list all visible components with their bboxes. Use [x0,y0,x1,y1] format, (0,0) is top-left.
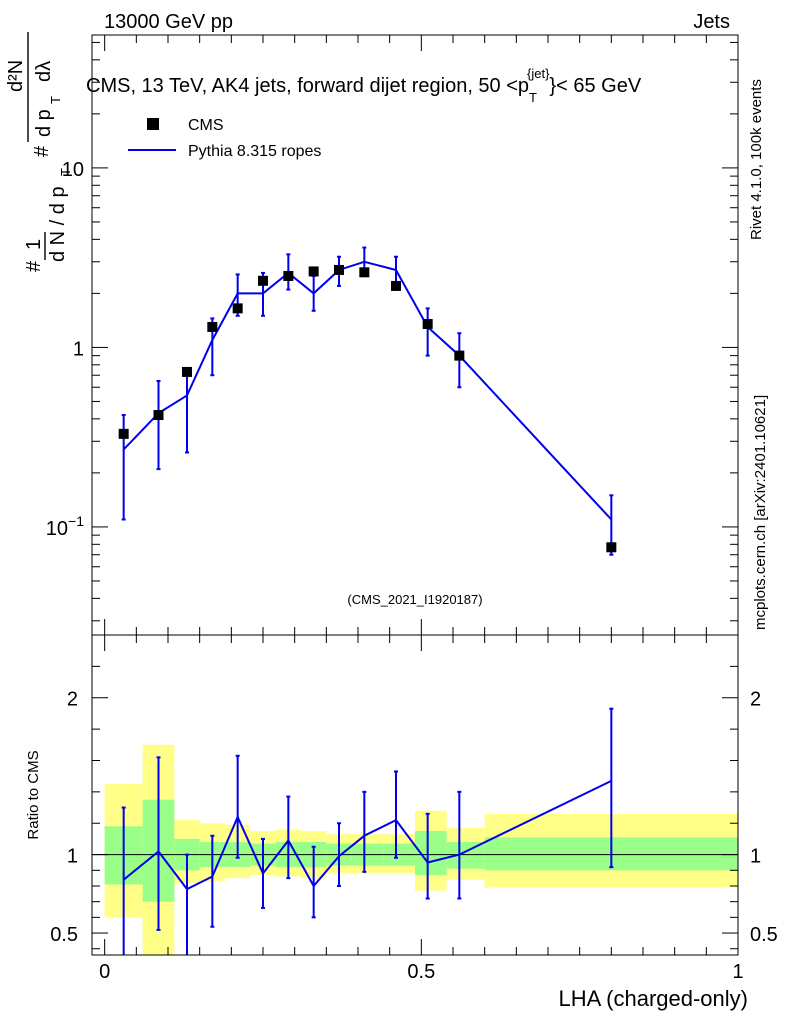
cms-data-point [118,428,129,439]
mc-series-line [122,260,613,521]
legend-cms-label: CMS [188,117,224,134]
svg-text:d²N: d²N [5,60,27,92]
cms-data-point [232,303,243,314]
cms-data-point [359,267,370,278]
svg-text:#: # [23,260,45,272]
svg-text:#: # [31,145,53,157]
svg-text:T: T [58,168,73,176]
cms-data-point [153,410,164,421]
svg-text:d p: d p [33,109,55,137]
cms-data-point [391,280,401,291]
cms-data-point [308,266,319,277]
ratio-y-tick-label-right: 2 [750,689,761,711]
ratio-y-axis-label: Ratio to CMS [25,750,42,839]
x-tick-label: 0 [99,961,110,983]
svg-text:dλ: dλ [33,61,55,82]
mcplots-label: mcplots.cern.ch [arXiv:2401.10621] [752,395,769,630]
ratio-y-tick-label-right: 1 [750,846,761,868]
ratio-plot-area [92,635,738,955]
process-label: Jets [693,11,730,33]
ratio-y-tick-label-right: 0.5 [750,924,778,946]
svg-text:d N / d p: d N / d p [47,186,69,262]
main-panel: 10−1 1 10 (CMS_2021_I1920187) CMS, 13 TeV,… [5,32,739,636]
main-y-tick-label: 1 [73,338,84,360]
ratio-data-layer [92,707,738,955]
main-y-tick-label: 10−1 [46,513,84,540]
ratio-axes: 0.5 0.5 1 1 2 2 0 0.5 1 [50,634,778,983]
main-plot-area [92,35,738,635]
ratio-frame-border [91,634,739,956]
cms-data-point [334,264,344,275]
main-y-axis-label: # 1 d N / d p T # d²N d p T dλ [5,32,73,272]
analysis-watermark: (CMS_2021_I1920187) [347,592,482,607]
x-tick-label: 1 [732,961,743,983]
legend-cms-marker [147,118,159,130]
cms-data-point [258,275,268,286]
cms-data-point [422,319,433,330]
cms-data-point [283,270,294,281]
main-y-tick-label: 10 [62,159,84,181]
ratio-y-tick-label-left: 0.5 [50,924,78,946]
main-data-layer [118,246,617,556]
cms-data-point [454,350,465,361]
plot-title: CMS, 13 TeV, AK4 jets, forward dijet reg… [86,66,642,105]
x-axis-label: LHA (charged-only) [558,986,748,1011]
rivet-version-label: Rivet 4.1.0, 100k events [748,79,765,240]
ratio-series-line [123,779,612,891]
main-axes: 10−1 1 10 [46,34,739,636]
cms-data-point [182,366,192,377]
ratio-panel: 0.5 0.5 1 1 2 2 0 0.5 1 Ratio to CMS LHA (charge… [25,634,778,1011]
x-tick-label: 0.5 [407,961,435,983]
legend-mc-label: Pythia 8.315 ropes [188,143,321,160]
ratio-y-tick-label-left: 2 [67,689,78,711]
svg-text:1: 1 [23,239,45,250]
legend: CMS Pythia 8.315 ropes [128,117,321,160]
cms-data-point [606,542,617,553]
cms-data-point [207,321,218,332]
ratio-y-tick-label-left: 1 [67,846,78,868]
beam-label: 13000 GeV pp [104,11,233,33]
svg-text:T: T [48,96,63,104]
